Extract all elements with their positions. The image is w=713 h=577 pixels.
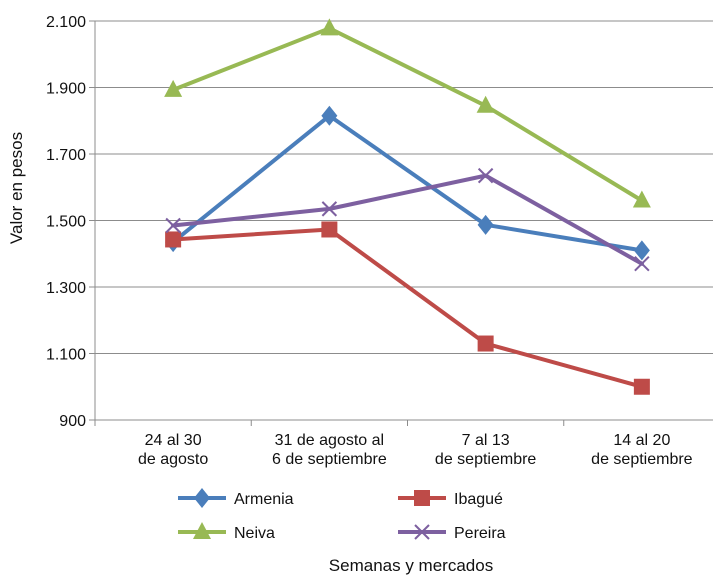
axes [89, 20, 713, 426]
x-tick-label: 14 al 20 de septiembre [591, 432, 692, 468]
x-tick-label-line: 6 de septiembre [272, 451, 387, 468]
legend-marker [414, 490, 430, 506]
legend-label: Ibagué [454, 491, 503, 508]
y-tick-label: 1.100 [46, 347, 86, 364]
legend-item: Ibagué [398, 490, 503, 508]
data-point [477, 214, 494, 235]
series-line [171, 113, 644, 253]
legend-item: Armenia [178, 488, 294, 508]
data-point [477, 335, 494, 352]
y-tick-label: 900 [59, 413, 86, 430]
x-tick-label-line: 14 al 20 [613, 432, 670, 449]
y-tick-label: 1.900 [46, 81, 86, 98]
legend-label: Pereira [454, 525, 506, 542]
series-line [171, 227, 644, 389]
data-point [165, 217, 181, 234]
data-point [321, 201, 338, 217]
x-tick-label-line: de septiembre [435, 451, 536, 468]
data-point [476, 95, 495, 113]
y-tick-label: 1.700 [46, 147, 86, 164]
x-axis-title: Semanas y mercados [329, 556, 493, 575]
legend-marker [194, 488, 210, 508]
data-point [633, 240, 650, 261]
legend-item: Neiva [178, 522, 275, 542]
series-lines [164, 18, 651, 395]
series-line [171, 26, 644, 203]
legend-item: Pereira [398, 524, 506, 542]
data-point [321, 221, 338, 238]
legend-marker [414, 524, 430, 540]
x-tick-label-line: de septiembre [591, 451, 692, 468]
data-point [164, 79, 183, 97]
data-point [320, 18, 339, 36]
legend-label: Neiva [234, 525, 275, 542]
legend-label: Armenia [234, 491, 294, 508]
data-point [633, 378, 650, 395]
y-tick-label: 1.500 [46, 214, 86, 231]
data-point [477, 167, 494, 184]
x-tick-label-line: de agosto [138, 451, 208, 468]
x-tick-label-line: 24 al 30 [145, 432, 202, 449]
x-tick-label-line: 31 de agosto al [275, 432, 384, 449]
y-axis-title: Valor en pesos [7, 132, 26, 244]
data-point [634, 256, 650, 272]
gridlines [95, 20, 713, 421]
data-point [321, 105, 338, 126]
tick-labels: 900 1.100 1.300 1.500 1.700 1.900 2.100 24 al 3… [46, 14, 693, 468]
y-tick-label: 1.300 [46, 280, 86, 297]
y-tick-label: 2.100 [46, 14, 86, 31]
series-line [171, 173, 644, 266]
x-tick-label-line: 7 al 13 [462, 432, 510, 449]
x-tick-label: 7 al 13 de septiembre [435, 432, 536, 468]
x-tick-label: 24 al 30 de agosto [138, 432, 208, 468]
data-point [632, 190, 651, 208]
data-point [165, 231, 182, 248]
x-tick-label: 31 de agosto al 6 de septiembre [272, 432, 387, 468]
legend: Armenia Ibagué Neiva Pereira [178, 488, 506, 542]
legend-marker [193, 522, 211, 539]
